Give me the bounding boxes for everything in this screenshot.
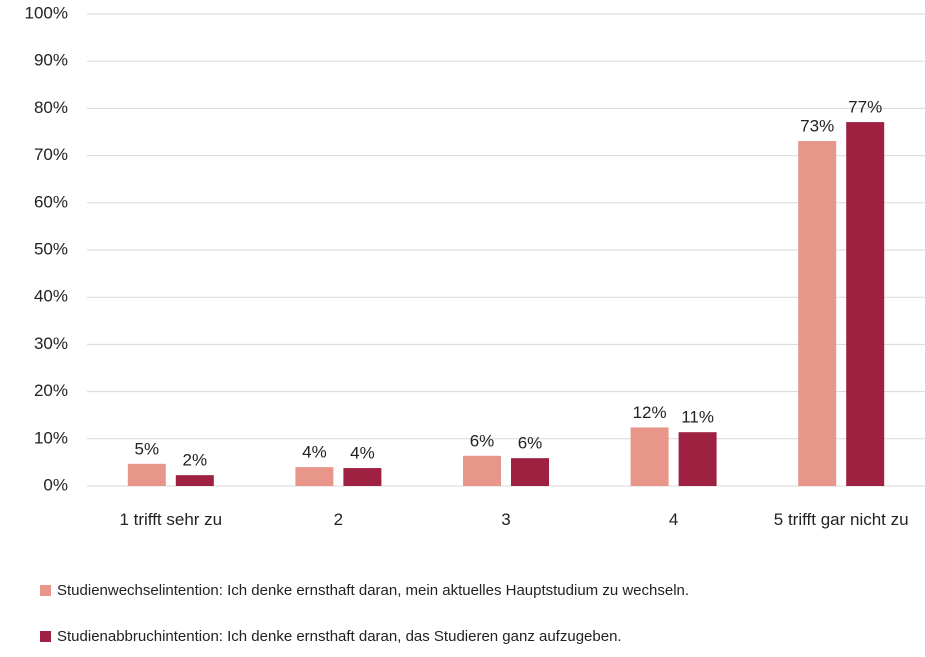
data-label: 4% (302, 443, 327, 462)
data-label: 12% (633, 403, 667, 422)
y-tick-label: 10% (34, 428, 68, 447)
bar (175, 475, 214, 486)
bar (343, 468, 382, 486)
y-tick-label: 100% (25, 3, 68, 22)
y-tick-label: 90% (34, 51, 68, 70)
bar (630, 427, 669, 486)
bar (127, 463, 166, 486)
legend-label: Studienabbruchintention: Ich denke ernst… (57, 628, 622, 645)
data-label: 6% (470, 431, 495, 450)
x-tick-label: 2 (333, 510, 344, 529)
data-label: 77% (848, 98, 882, 117)
legend-swatch (40, 585, 51, 596)
bar (511, 458, 549, 486)
y-tick-label: 0% (43, 475, 68, 494)
bar (798, 140, 837, 486)
bar (295, 467, 334, 486)
bar (678, 432, 717, 486)
data-label: 5% (135, 439, 160, 458)
x-tick-label: 5 trifft gar nicht zu (773, 510, 909, 529)
data-label: 2% (183, 451, 208, 470)
legend-label: Studienwechselintention: Ich denke ernst… (57, 582, 690, 599)
data-label: 73% (800, 116, 834, 135)
data-label: 4% (350, 444, 375, 463)
y-tick-label: 40% (34, 287, 68, 306)
x-tick-label: 4 (668, 510, 679, 529)
legend-item: Studienabbruchintention: Ich denke ernst… (40, 628, 622, 645)
y-tick-label: 80% (34, 98, 68, 117)
y-tick-label: 30% (34, 334, 68, 353)
bar (463, 455, 501, 486)
legend-item: Studienwechselintention: Ich denke ernst… (40, 582, 689, 599)
data-label: 11% (681, 408, 714, 427)
y-tick-label: 70% (34, 145, 68, 164)
data-label: 6% (518, 434, 543, 453)
x-tick-label: 3 (501, 510, 511, 529)
bar (846, 122, 885, 486)
y-tick-label: 60% (34, 192, 68, 211)
x-tick-label: 1 trifft sehr zu (119, 510, 223, 529)
y-tick-label: 20% (34, 381, 68, 400)
legend-swatch (40, 631, 51, 642)
y-tick-label: 50% (34, 239, 68, 258)
